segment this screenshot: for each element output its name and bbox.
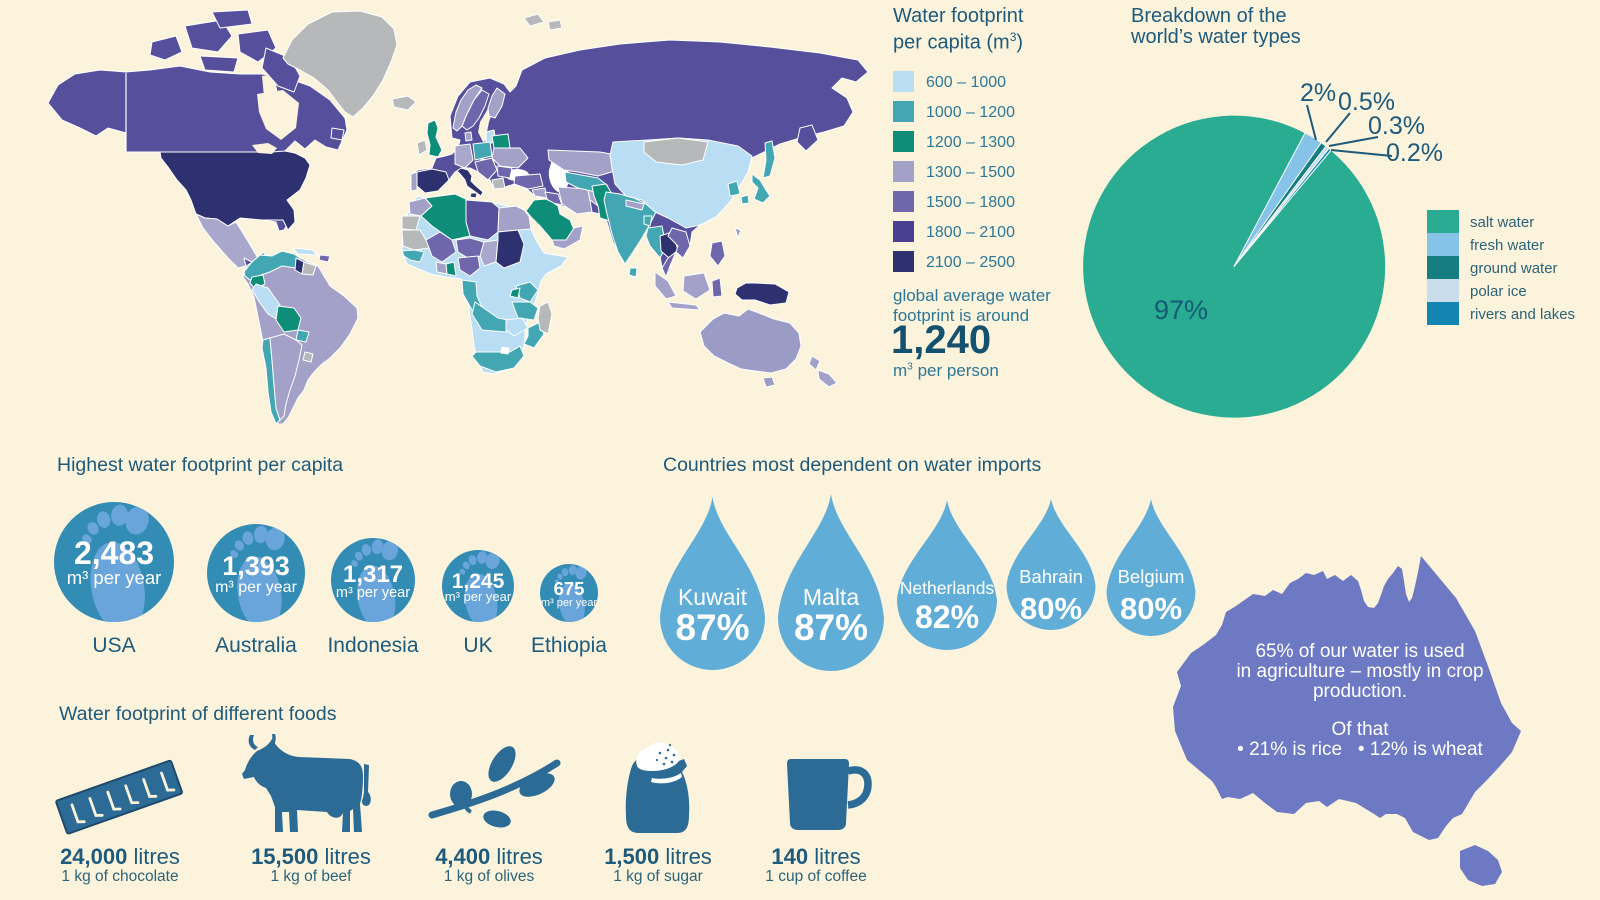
svg-text:salt water: salt water [1470,214,1534,231]
svg-text:1000 – 1200: 1000 – 1200 [926,104,1015,121]
svg-text:0.3%: 0.3% [1368,112,1425,140]
svg-text:1,317: 1,317 [343,561,403,588]
svg-text:Australia: Australia [215,634,297,657]
svg-text:0.5%: 0.5% [1338,88,1395,116]
svg-text:in agriculture – mostly in cro: in agriculture – mostly in crop [1236,661,1483,682]
svg-text:1800 – 2100: 1800 – 2100 [926,224,1015,241]
svg-text:Netherlands: Netherlands [900,578,995,598]
svg-text:Kuwait: Kuwait [678,584,748,610]
svg-text:0.2%: 0.2% [1386,139,1443,167]
svg-text:ground water: ground water [1470,260,1558,277]
svg-text:Belgium: Belgium [1118,566,1185,587]
svg-text:82%: 82% [915,599,979,635]
svg-text:Malta: Malta [803,584,859,610]
svg-text:65% of our water is used: 65% of our water is used [1255,641,1464,662]
svg-text:m³ per year: m³ per year [541,597,598,609]
svg-text:2%: 2% [1300,80,1336,107]
svg-text:m³ per year: m³ per year [336,585,410,601]
svg-text:1300 – 1500: 1300 – 1500 [926,164,1015,181]
svg-text:fresh water: fresh water [1470,237,1544,254]
svg-text:2,483: 2,483 [74,535,154,571]
svg-text:production.: production. [1313,681,1407,702]
svg-text:m³ per year: m³ per year [215,579,297,596]
svg-text:Ethiopia: Ethiopia [531,634,607,657]
svg-text:m³ per year: m³ per year [445,589,512,604]
svg-text:USA: USA [92,634,135,657]
svg-text:675: 675 [554,578,585,599]
svg-text:97%: 97% [1154,295,1208,325]
svg-text:87%: 87% [794,607,868,648]
svg-text:1,245: 1,245 [452,570,505,593]
svg-text:80%: 80% [1020,591,1082,626]
svg-text:2100 – 2500: 2100 – 2500 [926,254,1015,271]
svg-text:80%: 80% [1120,591,1182,626]
svg-text:1500 – 1800: 1500 – 1800 [926,194,1015,211]
svg-text:1,393: 1,393 [222,551,290,581]
svg-text:polar ice: polar ice [1470,283,1527,300]
svg-text:87%: 87% [675,607,749,648]
svg-text:UK: UK [463,634,492,657]
svg-text:Bahrain: Bahrain [1019,566,1083,587]
svg-text:rivers and lakes: rivers and lakes [1470,306,1575,323]
svg-text:1200 – 1300: 1200 – 1300 [926,134,1015,151]
svg-text:600 – 1000: 600 – 1000 [926,74,1006,91]
svg-text:• 21% is rice • 12% is wheat: • 21% is rice • 12% is wheat [1237,739,1483,760]
svg-text:Of that: Of that [1331,719,1389,740]
svg-text:Indonesia: Indonesia [327,634,418,657]
svg-text:m³ per year: m³ per year [67,567,162,588]
